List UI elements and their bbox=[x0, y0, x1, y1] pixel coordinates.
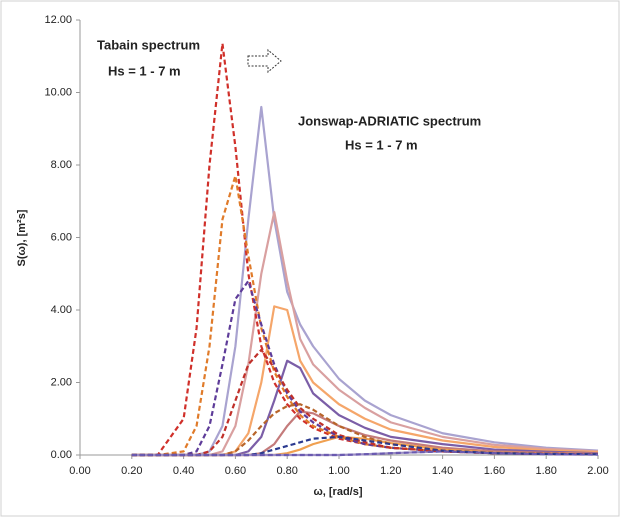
x-tick-label: 0.00 bbox=[69, 465, 90, 477]
x-tick-label: 0.20 bbox=[121, 465, 142, 477]
x-tick-label: 1.80 bbox=[535, 465, 556, 477]
annotation: Hs = 1 - 7 m bbox=[345, 137, 418, 152]
annotation: Tabain spectrum bbox=[97, 37, 200, 52]
x-tick-label: 0.80 bbox=[276, 465, 297, 477]
annotation: Hs = 1 - 7 m bbox=[108, 63, 181, 78]
y-tick-label: 6.00 bbox=[51, 231, 72, 243]
x-tick-label: 0.60 bbox=[225, 465, 246, 477]
y-tick-label: 12.00 bbox=[44, 14, 72, 26]
y-tick-label: 2.00 bbox=[51, 376, 72, 388]
x-tick-label: 1.40 bbox=[432, 465, 453, 477]
x-tick-label: 1.60 bbox=[484, 465, 505, 477]
x-axis-label: ω, [rad/s] bbox=[313, 486, 362, 498]
y-tick-label: 8.00 bbox=[51, 159, 72, 171]
x-tick-label: 1.20 bbox=[380, 465, 401, 477]
x-tick-label: 0.40 bbox=[173, 465, 194, 477]
series-line bbox=[131, 174, 599, 457]
y-tick-label: 10.00 bbox=[44, 86, 72, 98]
y-tick-label: 4.00 bbox=[51, 304, 72, 316]
y-axis-label: S(ω), [m²s] bbox=[16, 209, 28, 266]
arrow bbox=[247, 48, 282, 74]
y-tick-label: 0.00 bbox=[51, 449, 72, 461]
x-tick-label: 2.00 bbox=[587, 465, 608, 477]
annotation: Jonswap-ADRIATIC spectrum bbox=[298, 113, 481, 128]
x-tick-label: 1.00 bbox=[328, 465, 349, 477]
series-line bbox=[131, 450, 599, 457]
